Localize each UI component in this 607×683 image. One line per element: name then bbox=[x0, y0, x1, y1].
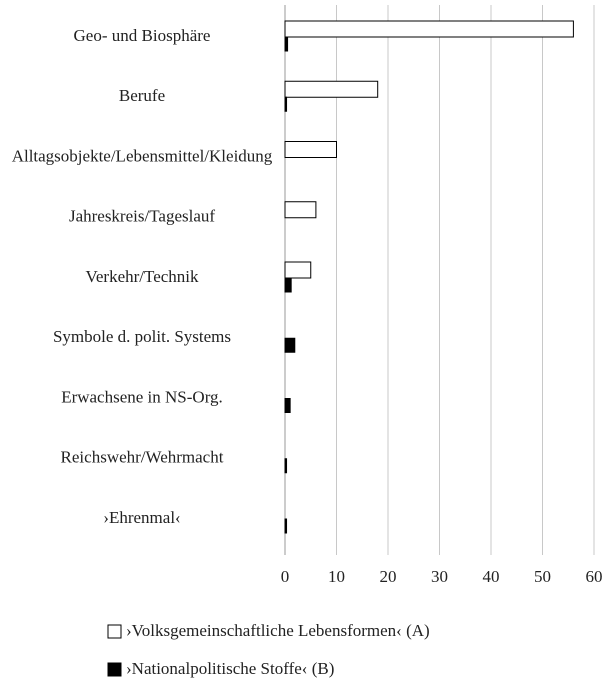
bar bbox=[284, 337, 296, 353]
y-tick-label: Geo- und Biosphäre bbox=[74, 26, 211, 45]
bar bbox=[284, 201, 317, 219]
x-tick-label: 40 bbox=[483, 567, 500, 586]
y-tick-label: Berufe bbox=[119, 86, 165, 105]
legend-swatch bbox=[107, 662, 122, 677]
y-tick-label: Alltagsobjekte/Lebensmittel/Kleidung bbox=[12, 146, 273, 165]
legend-label: ›Nationalpolitische Stoffe‹ (B) bbox=[126, 659, 334, 678]
x-tick-label: 20 bbox=[380, 567, 397, 586]
bar bbox=[284, 80, 379, 98]
x-tick-label: 60 bbox=[586, 567, 603, 586]
bar bbox=[284, 518, 288, 534]
x-tick-label: 50 bbox=[534, 567, 551, 586]
y-tick-label: Symbole d. polit. Systems bbox=[53, 327, 231, 346]
y-tick-label: Reichswehr/Wehrmacht bbox=[61, 448, 224, 467]
y-tick-label: ›Ehrenmal‹ bbox=[103, 508, 180, 527]
y-tick-label: Erwachsene in NS-Org. bbox=[61, 387, 223, 406]
bar bbox=[284, 458, 288, 474]
x-tick-label: 10 bbox=[328, 567, 345, 586]
bar bbox=[284, 277, 292, 293]
bar bbox=[284, 398, 291, 413]
bar bbox=[284, 96, 288, 112]
bar bbox=[284, 20, 574, 38]
y-tick-label: Jahreskreis/Tageslauf bbox=[69, 207, 215, 226]
legend-swatch bbox=[107, 624, 122, 639]
x-tick-label: 30 bbox=[431, 567, 448, 586]
bar bbox=[284, 36, 289, 52]
bar bbox=[284, 261, 312, 279]
bar bbox=[284, 141, 337, 158]
x-tick-label: 0 bbox=[281, 567, 290, 586]
y-tick-label: Verkehr/Technik bbox=[85, 267, 199, 286]
legend-label: ›Volksgemeinschaftliche Lebensformen‹ (A… bbox=[126, 621, 430, 640]
